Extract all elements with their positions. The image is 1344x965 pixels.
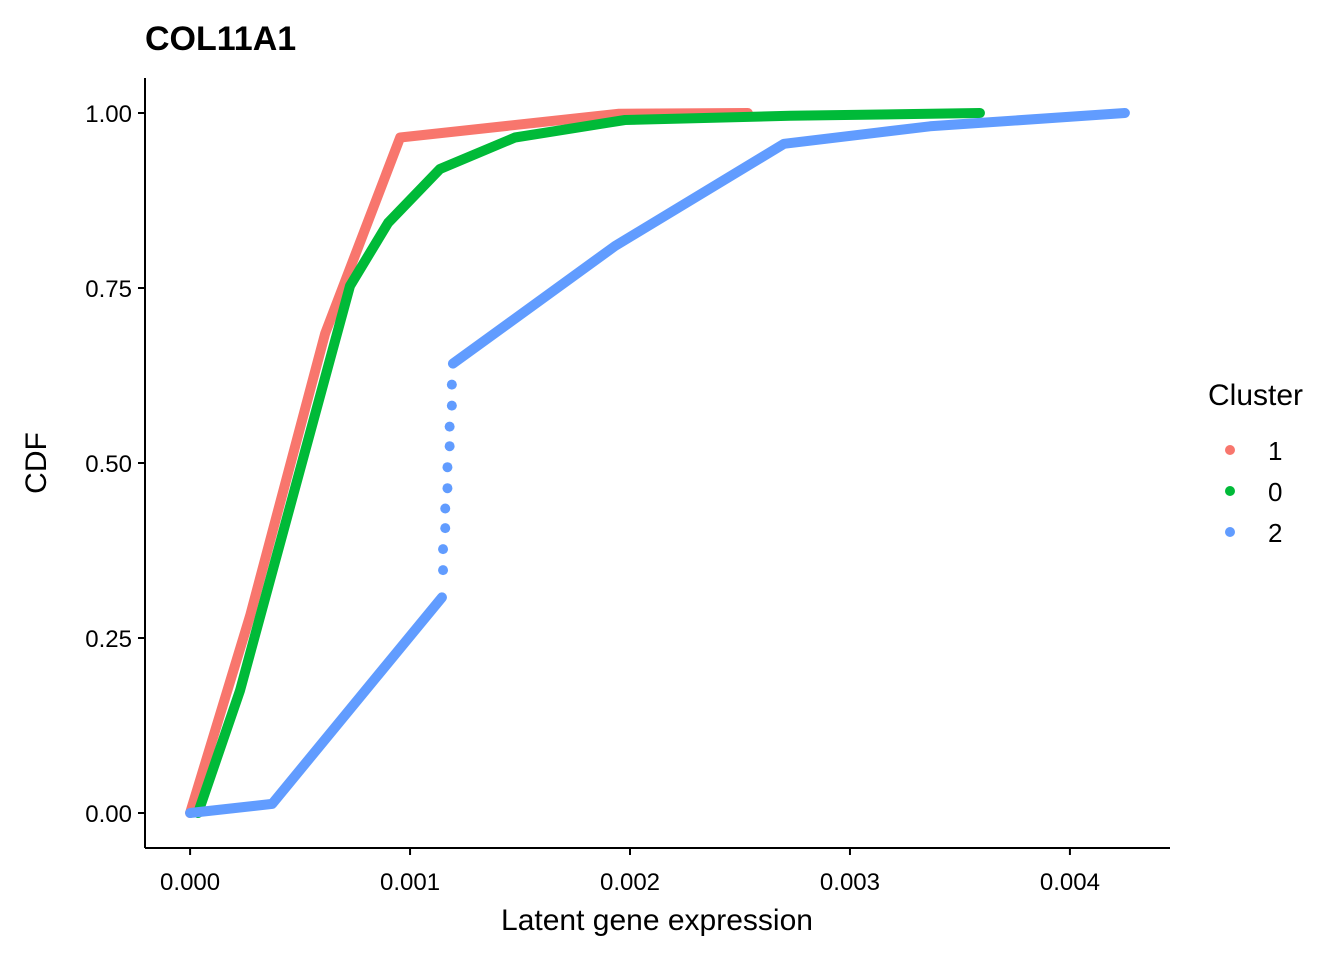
data-line [185,108,753,818]
legend-marker [1225,527,1235,537]
legend-label: 2 [1268,518,1282,548]
data-point [444,421,455,432]
data-point [442,462,453,473]
data-line [447,108,1130,369]
y-tick-label: 0.25 [85,626,132,653]
data-point [446,400,457,411]
x-tick-label: 0.001 [380,869,440,896]
legend-marker [1225,486,1235,496]
data-point [440,523,451,534]
data-point [438,565,449,576]
data-point [438,544,449,555]
x-axis-label: Latent gene expression [501,904,813,937]
x-tick-label: 0.004 [1040,869,1100,896]
legend-title: Cluster [1208,379,1303,412]
data-point [440,503,451,514]
legend-label: 0 [1268,477,1282,507]
x-tick-label: 0.003 [820,869,880,896]
y-axis-label: CDF [20,432,53,494]
y-tick-label: 1.00 [85,101,132,128]
y-tick-label: 0.00 [85,801,132,828]
data-point [446,379,457,390]
chart-title: COL11A1 [145,20,296,58]
data-line [185,592,447,818]
y-tick-label: 0.75 [85,276,132,303]
data-point [444,441,455,452]
legend-marker [1225,445,1235,455]
x-tick-label: 0.000 [160,869,220,896]
x-tick-label: 0.002 [600,869,660,896]
y-tick-label: 0.50 [85,451,132,478]
data-line [193,108,985,818]
legend-label: 1 [1268,436,1282,466]
data-point [442,483,453,494]
